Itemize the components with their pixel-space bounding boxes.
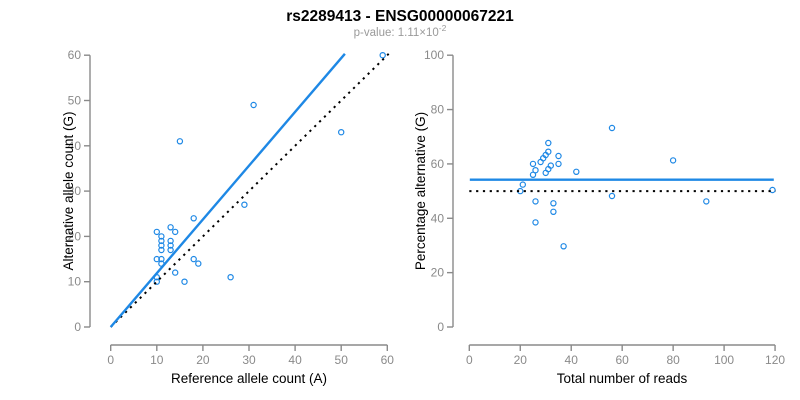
data-point	[167, 246, 174, 254]
left-yaxis-title: Alternative allele count (G)	[61, 111, 76, 270]
data-point	[550, 200, 557, 207]
figure-subtitle: p-value: 1.11×10-2	[354, 23, 447, 39]
x-tick-label: 60	[381, 353, 395, 367]
data-point	[190, 215, 197, 222]
left-xaxis-title: Reference allele count (A)	[171, 371, 327, 386]
data-point	[158, 237, 165, 245]
data-point	[519, 181, 527, 188]
x-tick-label: 120	[765, 353, 785, 367]
identity-line	[109, 53, 390, 328]
data-point	[550, 208, 557, 215]
data-point	[769, 186, 776, 194]
data-point	[545, 139, 552, 147]
data-point	[153, 278, 160, 285]
pvalue-text: p-value: 1.11×10	[354, 27, 439, 39]
x-tick-label: 100	[714, 353, 734, 367]
y-tick-label: 40	[431, 211, 445, 225]
data-point	[167, 237, 174, 245]
x-tick-label: 10	[150, 353, 164, 367]
data-point	[171, 228, 179, 236]
data-point	[227, 274, 234, 281]
x-tick-label: 30	[242, 353, 256, 367]
data-point	[171, 269, 179, 276]
data-point	[573, 168, 580, 175]
data-point	[529, 171, 537, 178]
right-xaxis-title: Total number of reads	[557, 371, 688, 386]
x-tick-label: 0	[107, 353, 114, 367]
x-tick-label: 40	[288, 353, 302, 367]
fit-line	[109, 53, 346, 328]
data-point	[167, 224, 174, 231]
y-tick-label: 0	[74, 320, 81, 334]
data-point	[181, 278, 188, 285]
data-point	[195, 260, 202, 267]
data-point	[555, 160, 562, 168]
data-point	[153, 228, 160, 236]
data-point	[379, 52, 386, 59]
x-tick-label: 60	[616, 353, 630, 367]
x-tick-label: 20	[514, 353, 528, 367]
data-point	[560, 243, 567, 250]
y-tick-label: 100	[424, 48, 444, 62]
data-point	[608, 192, 616, 200]
y-tick-label: 20	[431, 266, 445, 280]
figure-title: rs2289413 - ENSG00000067221	[286, 8, 514, 25]
data-point	[529, 160, 537, 168]
data-point	[158, 233, 165, 240]
y-tick-label: 60	[68, 48, 82, 62]
data-point	[555, 152, 562, 160]
y-tick-label: 60	[431, 157, 445, 171]
data-point	[190, 255, 197, 263]
y-tick-label: 50	[68, 94, 82, 108]
pvalue-exponent: -2	[439, 23, 447, 33]
y-tick-label: 0	[437, 320, 444, 334]
right-yaxis-title: Percentage alternative (G)	[413, 112, 428, 270]
data-point	[241, 201, 248, 208]
y-tick-label: 30	[68, 184, 82, 198]
left-scatter-plot: 0 10 20 30 40 50 60 0 10 20 30 40 50 60	[68, 48, 395, 367]
x-tick-label: 0	[466, 353, 473, 367]
data-point	[669, 157, 677, 164]
y-tick-label: 80	[431, 103, 445, 117]
data-point	[176, 138, 184, 145]
x-tick-label: 80	[666, 353, 680, 367]
data-point	[547, 162, 555, 169]
data-point	[158, 255, 165, 263]
data-point	[608, 124, 616, 132]
data-point	[545, 148, 552, 155]
x-tick-label: 50	[335, 353, 349, 367]
data-point	[703, 198, 710, 205]
data-point	[532, 198, 539, 205]
y-tick-label: 10	[68, 275, 82, 289]
right-scatter-plot: 0 20 40 60 80 100 120 0 20 40 60 80 100	[424, 48, 785, 367]
x-tick-label: 20	[196, 353, 210, 367]
data-point	[532, 219, 539, 226]
y-tick-label: 20	[68, 229, 82, 243]
x-tick-label: 40	[565, 353, 579, 367]
data-point	[532, 166, 539, 174]
data-point	[250, 101, 257, 109]
data-point	[338, 128, 345, 136]
y-tick-label: 40	[68, 139, 82, 153]
data-point	[158, 246, 165, 254]
